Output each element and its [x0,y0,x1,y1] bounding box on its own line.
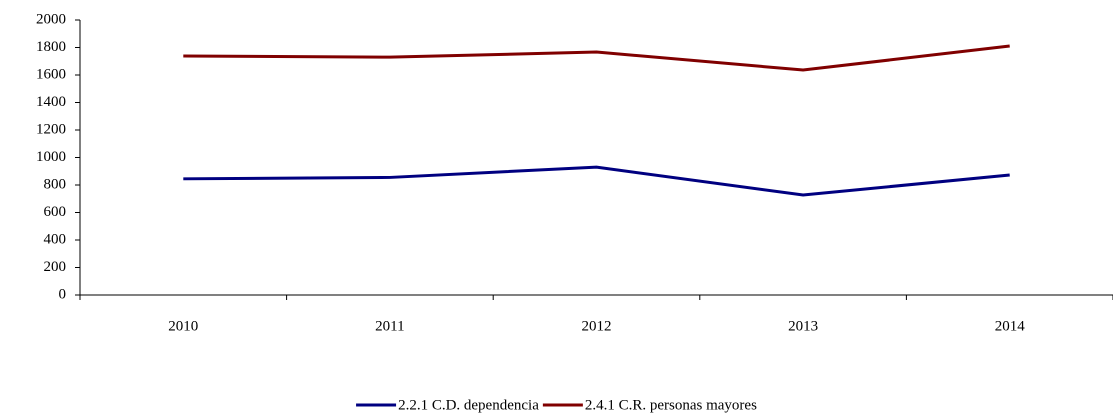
y-tick-label: 0 [59,286,67,302]
y-tick-label: 1400 [36,94,66,110]
y-tick-label: 800 [44,176,67,192]
y-tick-label: 1200 [36,121,66,137]
y-tick-label: 1000 [36,149,66,165]
y-tick-label: 1600 [36,66,66,82]
legend-label: 2.4.1 C.R. personas mayores [585,397,757,413]
series-line [183,165,1010,197]
x-tick-label: 2012 [582,318,612,334]
y-tick-label: 200 [44,259,67,275]
x-tick-label: 2014 [995,318,1026,334]
y-tick-label: 1800 [36,39,66,55]
x-tick-label: 2013 [788,318,818,334]
y-tick-label: 2000 [36,11,66,27]
y-tick-label: 400 [44,231,67,247]
legend-label: 2.2.1 C.D. dependencia [398,397,539,413]
x-tick-label: 2010 [168,318,198,334]
y-tick-label: 600 [44,204,67,220]
series-line [183,44,1010,72]
x-tick-label: 2011 [375,318,404,334]
